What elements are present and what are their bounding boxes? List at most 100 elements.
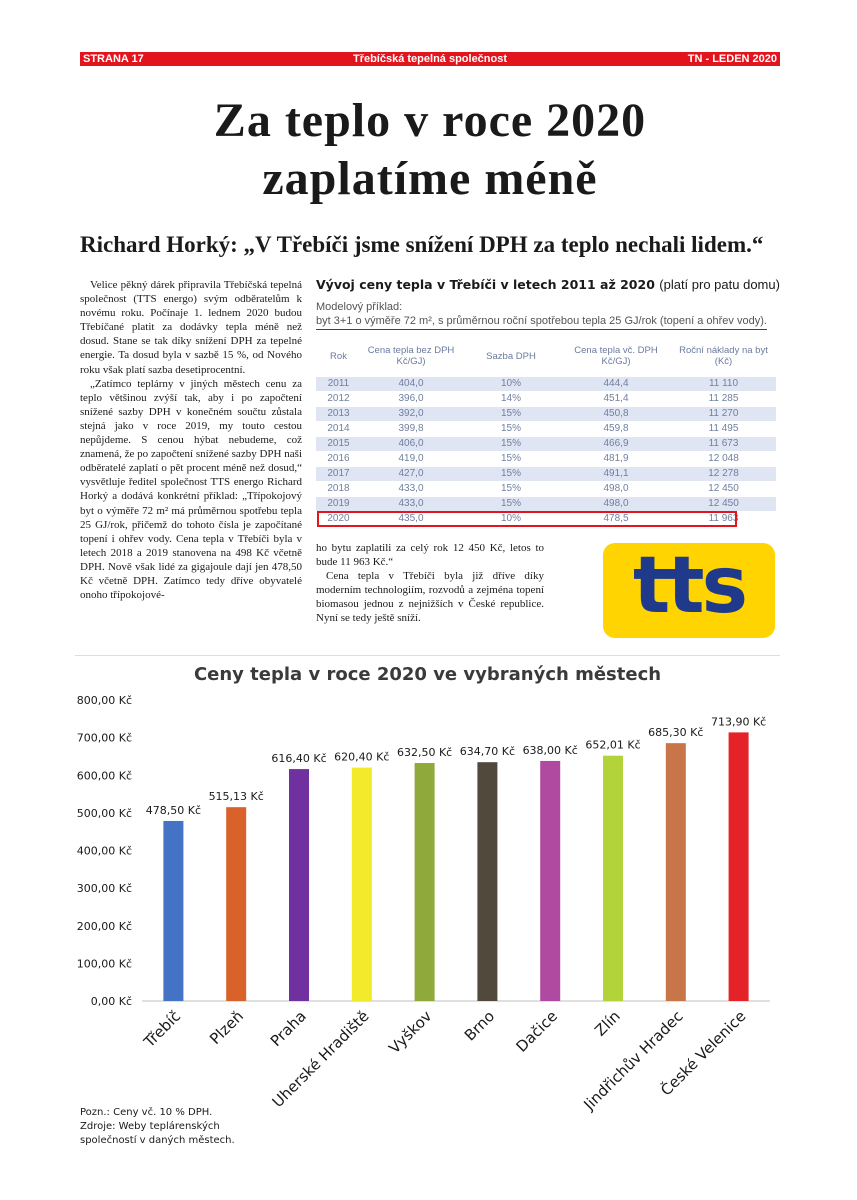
table-cell: 15% bbox=[461, 420, 561, 436]
table-cell: 2016 bbox=[316, 450, 361, 466]
table-cell: 466,9 bbox=[561, 435, 671, 451]
table-row: 2011 404,0 10% 444,4 11 110 bbox=[316, 375, 776, 391]
table-cell: 2011 bbox=[316, 375, 361, 391]
table-cell: 15% bbox=[461, 480, 561, 496]
page-number: STRANA 17 bbox=[83, 53, 144, 65]
table-cell: 498,0 bbox=[561, 495, 671, 511]
table-cell: 2014 bbox=[316, 420, 361, 436]
paragraph: Velice pěkný dárek připravila Třebíčská … bbox=[80, 279, 302, 376]
table-cell: 15% bbox=[461, 465, 561, 481]
table-cell: 11 110 bbox=[671, 375, 776, 391]
category-label: Brno bbox=[461, 1007, 498, 1044]
table-cell: 444,4 bbox=[561, 375, 671, 391]
table-cell: 2013 bbox=[316, 405, 361, 421]
table-cell: 12 278 bbox=[671, 465, 776, 481]
table-cell: 15% bbox=[461, 405, 561, 421]
table-title-bold: Vývoj ceny tepla v Třebíči v letech 2011… bbox=[316, 277, 655, 292]
publisher-name: Třebíčská tepelná společnost bbox=[352, 53, 508, 65]
table-title-note: (platí pro patu domu) bbox=[659, 277, 780, 292]
bar-value-label: 620,40 Kč bbox=[334, 751, 389, 764]
model-description: byt 3+1 o výměře 72 m², s průměrnou ročn… bbox=[316, 314, 767, 330]
bar-value-label: 638,00 Kč bbox=[523, 744, 578, 757]
table-cell: 433,0 bbox=[361, 480, 461, 496]
note-line: společností v daných městech. bbox=[80, 1135, 235, 1146]
table-cell: 15% bbox=[461, 435, 561, 451]
bar bbox=[665, 743, 686, 1001]
chart-note: Pozn.: Ceny vč. 10 % DPH. Zdroje: Weby t… bbox=[80, 1106, 250, 1148]
table-cell: 396,0 bbox=[361, 390, 461, 406]
table-cell: 406,0 bbox=[361, 435, 461, 451]
article-title: Za teplo v roce 2020 zaplatíme méně bbox=[80, 92, 780, 208]
bar bbox=[226, 807, 247, 1001]
column-header: Rok bbox=[330, 350, 347, 362]
table-row: 2014 399,8 15% 459,8 11 495 bbox=[316, 420, 776, 436]
table-cell: 404,0 bbox=[361, 375, 461, 391]
bar-value-label: 515,13 Kč bbox=[209, 790, 264, 803]
y-tick-label: 500,00 Kč bbox=[77, 807, 132, 820]
table-cell: 451,4 bbox=[561, 390, 671, 406]
table-cell: 481,9 bbox=[561, 450, 671, 466]
table-cell: 2015 bbox=[316, 435, 361, 451]
category-label: Vyškov bbox=[385, 1007, 435, 1057]
table-cell: 11 495 bbox=[671, 420, 776, 436]
table-cell: 450,8 bbox=[561, 405, 671, 421]
article-column-2: ho bytu zaplatili za celý rok 12 450 Kč,… bbox=[316, 541, 544, 626]
table-cell: 12 450 bbox=[671, 480, 776, 496]
logo-text: tts bbox=[633, 540, 748, 631]
bar-value-label: 652,01 Kč bbox=[585, 739, 640, 752]
highlight-2020-row bbox=[317, 511, 737, 527]
issue-label: TN - LEDEN 2020 bbox=[687, 53, 777, 65]
table-cell: 427,0 bbox=[361, 465, 461, 481]
tts-logo: tts bbox=[603, 543, 775, 638]
bar-value-label: 632,50 Kč bbox=[397, 746, 452, 759]
table-cell: 11 673 bbox=[671, 435, 776, 451]
bar bbox=[728, 732, 749, 1001]
chart-title: Ceny tepla v roce 2020 ve vybraných měst… bbox=[193, 664, 662, 685]
article-subtitle: Richard Horký: „V Třebíči jsme snížení D… bbox=[80, 232, 764, 257]
category-label: Praha bbox=[267, 1007, 310, 1050]
table-title: Vývoj ceny tepla v Třebíči v letech 2011… bbox=[316, 277, 786, 292]
table-row: 2016 419,0 15% 481,9 12 048 bbox=[316, 450, 776, 466]
bar bbox=[414, 763, 435, 1001]
y-tick-label: 600,00 Kč bbox=[77, 769, 132, 782]
column-header: Sazba DPH bbox=[486, 350, 536, 362]
bar bbox=[540, 760, 561, 1001]
table-cell: 419,0 bbox=[361, 450, 461, 466]
table-model-example: Modelový příklad: byt 3+1 o výměře 72 m²… bbox=[316, 300, 776, 330]
category-label: Dačice bbox=[512, 1007, 561, 1056]
bar bbox=[289, 769, 309, 1001]
table-row: 2012 396,0 14% 451,4 11 285 bbox=[316, 390, 776, 406]
article-column-1: Velice pěkný dárek připravila Třebíčská … bbox=[80, 278, 302, 602]
table-cell: 12 450 bbox=[671, 495, 776, 511]
column-header: Cena tepla bez DPH Kč/GJ) bbox=[367, 345, 455, 368]
table-cell: 12 048 bbox=[671, 450, 776, 466]
table-cell: 10% bbox=[461, 375, 561, 391]
y-tick-label: 800,00 Kč bbox=[77, 694, 132, 707]
table-cell: 15% bbox=[461, 495, 561, 511]
y-tick-label: 100,00 Kč bbox=[77, 957, 132, 970]
table-cell: 14% bbox=[461, 390, 561, 406]
table-row: 2019 433,0 15% 498,0 12 450 bbox=[316, 495, 776, 511]
table-cell: 478,5 bbox=[561, 510, 671, 526]
table-cell: 2012 bbox=[316, 390, 361, 406]
bar bbox=[603, 755, 623, 1001]
bar-value-label: 713,90 Kč bbox=[711, 715, 766, 728]
y-tick-label: 200,00 Kč bbox=[77, 920, 132, 933]
table-cell: 433,0 bbox=[361, 495, 461, 511]
table-cell: 491,1 bbox=[561, 465, 671, 481]
table-cell: 459,8 bbox=[561, 420, 671, 436]
title-line-1: Za teplo v roce 2020 bbox=[213, 94, 647, 147]
table-cell: 11 270 bbox=[671, 405, 776, 421]
paragraph: Cena tepla v Třebíči byla již dříve díky… bbox=[316, 570, 544, 625]
bar bbox=[477, 762, 498, 1001]
table-row: 2015 406,0 15% 466,9 11 673 bbox=[316, 435, 776, 451]
y-tick-label: 300,00 Kč bbox=[77, 882, 132, 895]
category-label: Plzeň bbox=[206, 1007, 247, 1048]
bar-value-label: 478,50 Kč bbox=[146, 804, 201, 817]
table-cell: 2019 bbox=[316, 495, 361, 511]
price-table: Rok Cena tepla bez DPH Kč/GJ) Sazba DPH … bbox=[316, 337, 776, 526]
table-cell: 399,8 bbox=[361, 420, 461, 436]
bar-value-label: 634,70 Kč bbox=[460, 745, 515, 758]
bar bbox=[351, 767, 372, 1001]
chart-frame bbox=[75, 655, 780, 1155]
